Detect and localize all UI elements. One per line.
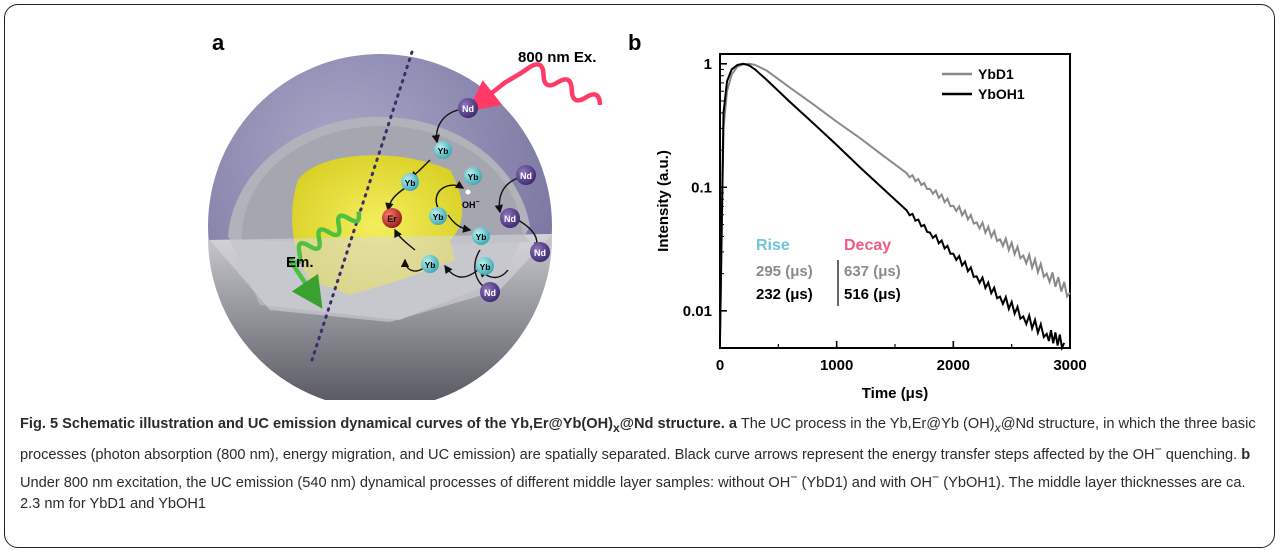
panel-a-letter: a xyxy=(212,30,225,55)
caption-b-text: Under 800 nm excitation, the UC emission… xyxy=(20,469,1246,513)
caption-title: Fig. 5 Schematic illustration and UC emi… xyxy=(20,416,725,435)
yb-ion: Yb xyxy=(464,167,482,185)
yb-ion: Yb xyxy=(434,141,452,159)
nd-ion: Nd xyxy=(530,242,550,262)
rise-value: 232 (μs) xyxy=(756,286,813,303)
yb-ion: Yb xyxy=(472,227,490,245)
er-ion: Er xyxy=(382,208,402,228)
svg-text:Nd: Nd xyxy=(534,248,546,258)
svg-text:OH−: OH− xyxy=(462,199,480,210)
y-tick-label: 0.1 xyxy=(691,179,712,196)
rise-value: 295 (μs) xyxy=(756,263,813,280)
figure-caption: Fig. 5 Schematic illustration and UC emi… xyxy=(20,414,1265,516)
svg-text:Yb: Yb xyxy=(405,178,416,188)
nd-ion: Nd xyxy=(458,98,478,118)
decay-value: 516 (μs) xyxy=(844,286,901,303)
legend-label: YbD1 xyxy=(978,66,1014,82)
svg-text:Yb: Yb xyxy=(438,146,449,156)
decay-value: 637 (μs) xyxy=(844,263,901,280)
svg-text:Nd: Nd xyxy=(484,288,496,298)
figure-frame xyxy=(4,4,1275,548)
decay-header: Decay xyxy=(844,237,891,254)
decay-chart: 0 1000 2000 3000 0.01 0.1 1 Time (μs) Intensity … xyxy=(655,53,1087,402)
svg-text:Nd: Nd xyxy=(462,104,474,114)
legend-label: YbOH1 xyxy=(978,86,1025,102)
excitation-label: 800 nm Ex. xyxy=(518,49,596,66)
section-line xyxy=(310,50,414,362)
svg-text:Yb: Yb xyxy=(425,260,436,270)
svg-text:Er: Er xyxy=(387,214,397,224)
svg-text:Yb: Yb xyxy=(476,232,487,242)
svg-text:Yb: Yb xyxy=(433,212,444,222)
rise-header: Rise xyxy=(756,237,790,254)
yb-ion: Yb xyxy=(421,255,439,273)
y-tick-label: 1 xyxy=(704,56,712,73)
x-axis-label: Time (μs) xyxy=(862,385,928,402)
nd-ion: Nd xyxy=(516,165,536,185)
caption-a-text: The UC process in the Yb,Er@Yb (OH)x@Nd … xyxy=(20,416,1256,464)
nd-ion: Nd xyxy=(480,282,500,302)
emission-label: Em. xyxy=(286,254,314,271)
yb-ion: Yb xyxy=(429,207,447,225)
panel-b-letter: b xyxy=(628,30,642,55)
caption-a-letter: a xyxy=(728,416,738,432)
hydroxyl-label: OH− xyxy=(462,189,480,210)
x-tick-label: 3000 xyxy=(1053,357,1086,374)
svg-text:Nd: Nd xyxy=(504,214,516,224)
x-tick-label: 1000 xyxy=(820,357,853,374)
nanoparticle-schematic: 800 nm Ex. Em. Nd Nd Nd Nd Nd Yb Yb Yb Y… xyxy=(208,49,603,400)
svg-text:Nd: Nd xyxy=(520,171,532,181)
emission-wave xyxy=(287,211,362,309)
yb-ion: Yb xyxy=(401,173,419,191)
x-tick-label: 0 xyxy=(716,357,724,374)
excitation-wave xyxy=(467,62,603,112)
yb-ion: Yb xyxy=(476,257,494,275)
series-line-ybd1 xyxy=(719,62,1071,339)
svg-text:Yb: Yb xyxy=(480,262,491,272)
svg-text:Yb: Yb xyxy=(468,172,479,182)
y-axis-label: Intensity (a.u.) xyxy=(655,150,672,252)
nd-ion: Nd xyxy=(500,208,520,228)
x-tick-label: 2000 xyxy=(937,357,970,374)
y-tick-label: 0.01 xyxy=(683,303,712,320)
series-line-yboh1 xyxy=(719,62,1066,352)
caption-b-letter: b xyxy=(1241,447,1251,464)
